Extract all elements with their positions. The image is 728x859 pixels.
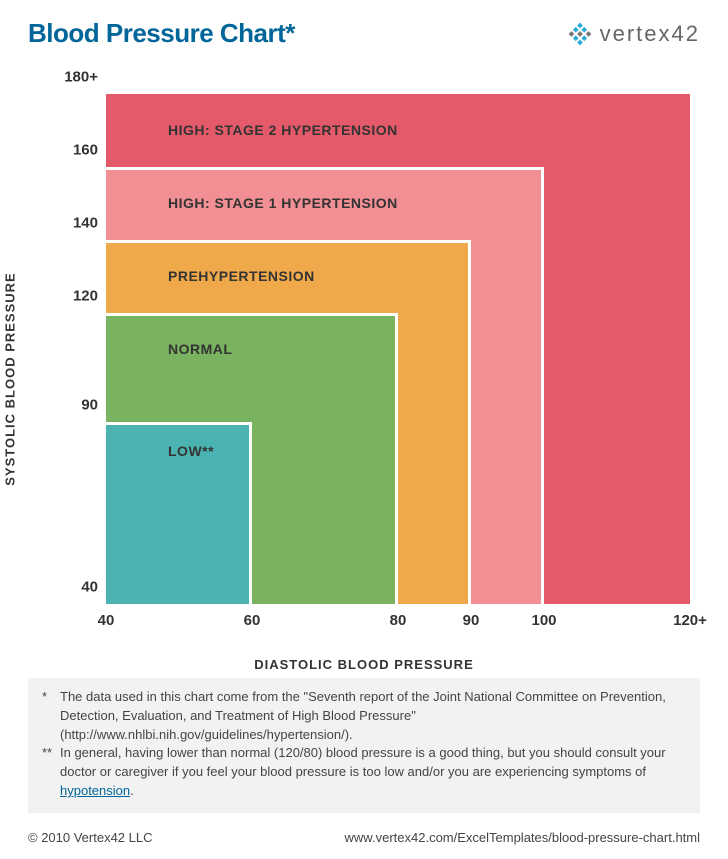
region-label: HIGH: STAGE 1 HYPERTENSION [168,195,398,211]
source-url: www.vertex42.com/ExcelTemplates/blood-pr… [345,830,700,845]
page-title: Blood Pressure Chart* [28,18,295,49]
y-axis-label: SYSTOLIC BLOOD PRESSURE [3,272,18,485]
footnote: **In general, having lower than normal (… [42,744,686,801]
plot-area: HIGH: STAGE 2 HYPERTENSION HIGH: STAGE 1 … [106,94,690,604]
footnote-link[interactable]: hypotension [60,783,130,798]
y-tick: 140 [73,214,106,231]
logo-text: vertex42 [600,21,700,47]
footnotes: *The data used in this chart come from t… [28,678,700,813]
x-tick: 100 [531,604,556,629]
y-tick: 180+ [64,69,106,86]
region-label: LOW** [168,443,214,459]
footnote-mark: ** [42,744,60,801]
footnote-text: The data used in this chart come from th… [60,688,686,745]
y-tick: 90 [81,396,106,413]
footnote: *The data used in this chart come from t… [42,688,686,745]
y-tick: 160 [73,141,106,158]
footnote-text: In general, having lower than normal (12… [60,744,686,801]
x-tick: 60 [244,604,261,629]
x-tick: 120+ [673,604,707,629]
region-label: HIGH: STAGE 2 HYPERTENSION [168,122,398,138]
copyright: © 2010 Vertex42 LLC [28,830,153,845]
vertex42-logo-icon [566,20,594,48]
y-tick: 120 [73,287,106,304]
y-tick: 40 [81,579,106,596]
x-tick: 90 [463,604,480,629]
bp-chart: SYSTOLIC BLOOD PRESSURE HIGH: STAGE 2 HY… [28,94,700,664]
footer: © 2010 Vertex42 LLC www.vertex42.com/Exc… [28,830,700,845]
header: Blood Pressure Chart* vertex42 [0,0,728,59]
x-tick: 80 [390,604,407,629]
logo: vertex42 [566,20,700,48]
x-axis-label: DIASTOLIC BLOOD PRESSURE [254,657,474,672]
region-label: NORMAL [168,341,232,357]
footnote-mark: * [42,688,60,745]
region-label: PREHYPERTENSION [168,268,315,284]
x-tick: 40 [98,604,115,629]
